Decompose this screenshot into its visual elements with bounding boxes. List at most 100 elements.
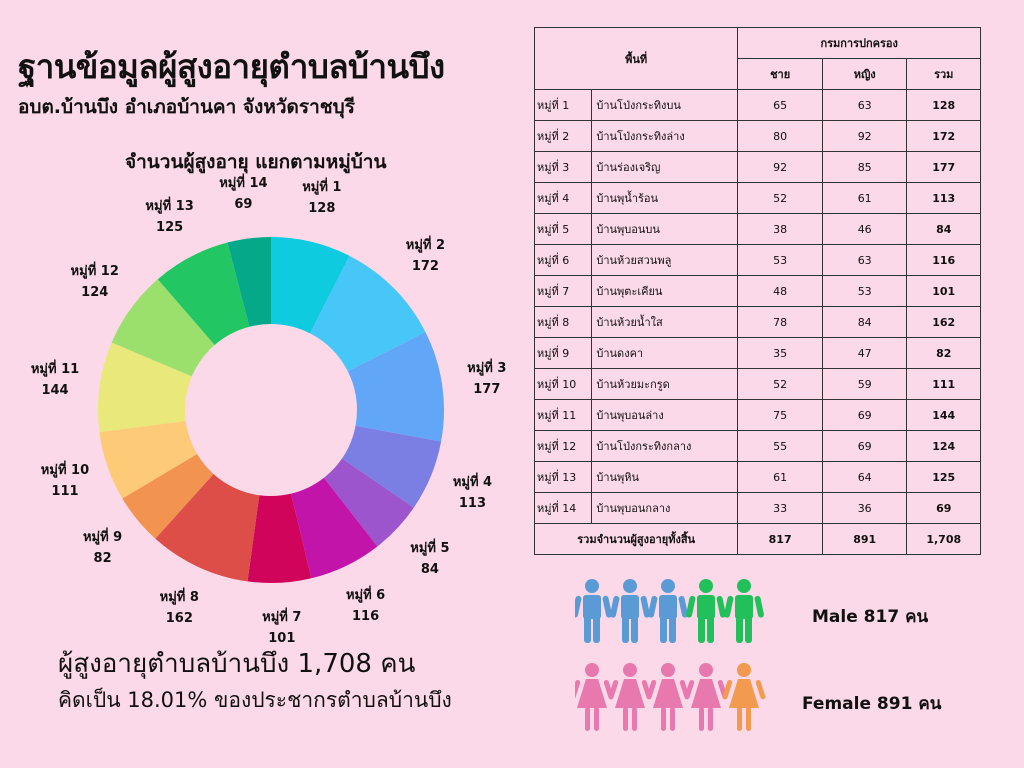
- donut-slice: [341, 425, 442, 508]
- male-person-icon: [575, 579, 612, 643]
- row-village-name: บ้านพุหิน: [591, 461, 739, 493]
- table-row: หมู่ที่ 14 บ้านพุบอนกลาง 33 36 69: [533, 492, 981, 524]
- donut-slice: [347, 332, 444, 442]
- slice-label: หมู่ที่ 7 101: [262, 607, 301, 649]
- row-total: 69: [906, 492, 981, 524]
- row-moo: หมู่ที่ 6: [533, 244, 593, 276]
- header-female: หญิง: [821, 58, 908, 90]
- slice-label: หมู่ที่ 9 82: [83, 527, 122, 569]
- donut-chart: [97, 237, 444, 583]
- slice-label-name: หมู่ที่ 13: [145, 199, 194, 214]
- row-moo: หมู่ที่ 1: [533, 89, 593, 121]
- row-male: 48: [737, 275, 823, 307]
- row-village-name: บ้านพุบอนกลาง: [591, 492, 739, 524]
- slice-label-name: หมู่ที่ 12: [70, 263, 119, 279]
- row-male: 52: [737, 182, 823, 214]
- row-total: 113: [906, 182, 981, 214]
- row-moo: หมู่ที่ 2: [533, 120, 593, 152]
- row-moo: หมู่ที่ 14: [533, 492, 593, 524]
- table-row: หมู่ที่ 5 บ้านพุบอนบน 38 46 84: [533, 213, 981, 245]
- slice-label-value: 125: [156, 220, 184, 235]
- slice-label-name: หมู่ที่ 11: [30, 362, 80, 378]
- slice-label: หมู่ที่ 13 125: [145, 196, 193, 238]
- table-row: หมู่ที่ 2 บ้านโป่งกระทิงล่าง 80 92 172: [533, 120, 981, 152]
- female-icons: [575, 663, 766, 731]
- total-all: 1,708: [906, 523, 981, 555]
- slice-label-name: หมู่ที่ 3: [467, 361, 507, 377]
- header-area: พื้นที่: [533, 27, 739, 90]
- row-male: 75: [737, 399, 823, 431]
- slice-label-value: 144: [41, 383, 69, 399]
- row-female: 59: [821, 368, 908, 400]
- row-male: 38: [737, 213, 823, 245]
- slice-label-name: หมู่ที่ 7: [262, 609, 302, 625]
- row-male: 78: [737, 306, 823, 338]
- total-female: 891: [821, 523, 908, 555]
- row-male: 80: [737, 120, 823, 152]
- slice-label-value: 82: [93, 551, 112, 567]
- row-village-name: บ้านห้วยมะกรูด: [591, 368, 739, 400]
- donut-slice: [247, 493, 312, 583]
- summary-percent: คิดเป็น 18.01% ของประชากรตำบลบ้านบึง: [58, 688, 452, 712]
- row-male: 65: [737, 89, 823, 121]
- slice-label: หมู่ที่ 1 128: [302, 177, 341, 219]
- row-village-name: บ้านร่องเจริญ: [591, 151, 739, 183]
- row-total: 125: [906, 461, 981, 493]
- female-person-icon: [575, 663, 614, 731]
- female-person-icon: [646, 663, 690, 731]
- row-village-name: บ้านโป่งกระทิงล่าง: [591, 120, 739, 152]
- slice-label: หมู่ที่ 2 172: [406, 235, 445, 277]
- row-village-name: บ้านห้วยน้ำใส: [591, 306, 739, 338]
- slice-label: หมู่ที่ 14 69: [219, 173, 267, 215]
- donut-slice: [310, 255, 426, 372]
- slice-label-value: 116: [352, 609, 380, 625]
- table-row: หมู่ที่ 8 บ้านห้วยน้ำใส 78 84 162: [533, 306, 981, 338]
- table-row: หมู่ที่ 13 บ้านพุหิน 61 64 125: [533, 461, 981, 493]
- population-table: พื้นที่ กรมการปกครอง ชาย หญิง รวม หมู่ที…: [533, 27, 981, 555]
- row-total: 177: [906, 151, 981, 183]
- row-total: 172: [906, 120, 981, 152]
- slice-label-value: 128: [308, 201, 336, 216]
- row-female: 92: [821, 120, 908, 152]
- total-label: รวมจำนวนผู้สูงอายุทั้งสิ้น: [533, 523, 739, 555]
- table-row: หมู่ที่ 9 บ้านดงคา 35 47 82: [533, 337, 981, 369]
- donut-slice: [157, 242, 250, 345]
- row-village-name: บ้านดงคา: [591, 337, 739, 369]
- donut-slice: [122, 454, 214, 539]
- slice-label: หมู่ที่ 5 84: [410, 538, 449, 580]
- slice-label-value: 162: [165, 610, 193, 626]
- table-row: หมู่ที่ 7 บ้านพุตะเคียน 48 53 101: [533, 275, 981, 307]
- slice-label: หมู่ที่ 4 113: [453, 472, 492, 514]
- donut-slice: [155, 473, 260, 582]
- page-title: ฐานข้อมูลผู้สูงอายุตำบลบ้านบึง: [18, 47, 445, 86]
- header-male: ชาย: [737, 58, 823, 90]
- row-female: 36: [821, 492, 908, 524]
- slice-label-name: หมู่ที่ 10: [40, 463, 90, 479]
- donut-slice: [291, 477, 378, 579]
- female-person-icon: [608, 663, 652, 731]
- row-moo: หมู่ที่ 3: [533, 151, 593, 183]
- slice-label-name: หมู่ที่ 4: [452, 475, 493, 491]
- row-male: 55: [737, 430, 823, 462]
- slice-label-value: 124: [81, 284, 109, 300]
- row-female: 63: [821, 244, 908, 276]
- donut-slice: [97, 342, 192, 433]
- row-moo: หมู่ที่ 10: [533, 368, 593, 400]
- table-row: หมู่ที่ 11 บ้านพุบอนล่าง 75 69 144: [533, 399, 981, 431]
- row-total: 124: [906, 430, 981, 462]
- row-moo: หมู่ที่ 12: [533, 430, 593, 462]
- row-village-name: บ้านพุน้ำร้อน: [591, 182, 739, 214]
- row-total: 128: [906, 89, 981, 121]
- row-moo: หมู่ที่ 13: [533, 461, 593, 493]
- slice-label: หมู่ที่ 11 144: [31, 359, 79, 401]
- slice-label: หมู่ที่ 12 124: [71, 261, 119, 303]
- row-female: 47: [821, 337, 908, 369]
- row-moo: หมู่ที่ 4: [533, 182, 593, 214]
- row-female: 84: [821, 306, 908, 338]
- row-female: 69: [821, 430, 908, 462]
- table-row: หมู่ที่ 12 บ้านโป่งกระทิงกลาง 55 69 124: [533, 430, 981, 462]
- slice-label-value: 113: [458, 496, 487, 512]
- donut-slice: [271, 237, 350, 334]
- male-person-icon: [648, 579, 688, 643]
- row-female: 63: [821, 89, 908, 121]
